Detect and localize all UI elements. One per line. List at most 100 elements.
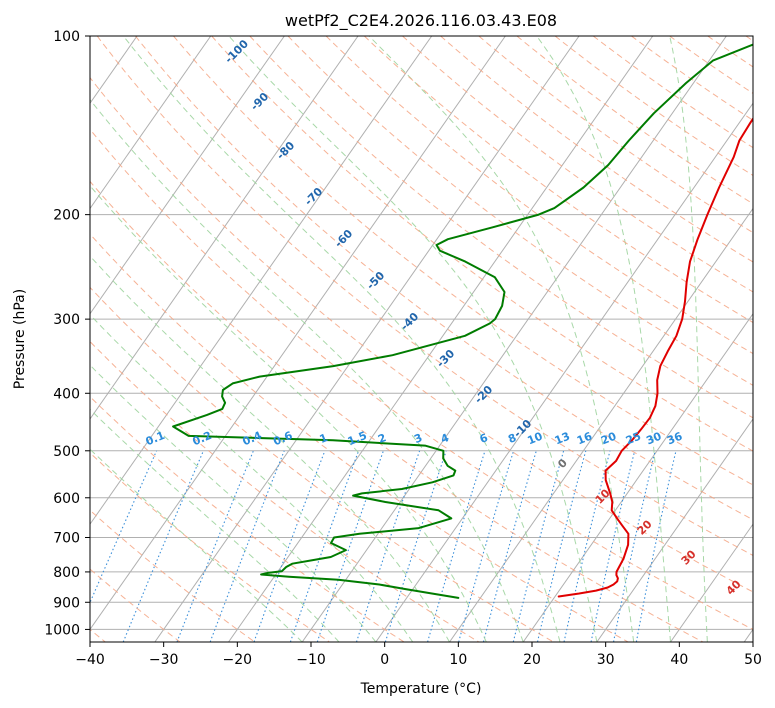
dry-adiabat-lines [90,36,753,642]
x-tick-label: 0 [380,652,389,668]
mixing-ratio-label: 10 [525,430,544,448]
plot-background [90,36,753,642]
mixing-ratio-label: 36 [665,430,684,448]
mixing-ratio-lines [90,450,677,642]
isotherm-line [90,36,433,526]
mixing-ratio-label: 25 [624,430,643,448]
dry-adiabat [90,286,554,642]
dry-adiabat [325,36,753,355]
moist-adiabat [90,364,377,642]
dry-adiabat [135,36,753,521]
dry-adiabat [211,36,753,452]
moist-adiabat [90,314,414,642]
dry-adiabat [90,509,255,642]
dry-adiabat [90,180,704,642]
mixing-ratio-line [482,450,537,642]
x-tick-label: −20 [223,652,253,668]
dry-adiabat [440,36,753,263]
moist-adiabat [90,98,524,642]
moist-adiabat [368,36,635,642]
moist-adiabat [90,255,450,642]
moist-adiabat [228,36,598,642]
x-tick-label: −40 [75,652,105,668]
plot-area [0,36,753,642]
axis-ticks: −40 −30 −20 −10 0 10 20 30 40 50 100 200 300 400 500 60… [44,29,762,668]
y-tick-label: 100 [53,29,80,45]
isotherm-line [670,523,753,642]
moist-adiabat [123,36,561,642]
mixing-ratio-label: 8 [506,431,518,446]
plot-frame [89,35,754,643]
isotherm-line [90,36,285,315]
x-axis-label: Temperature (°C) [360,681,482,697]
x-tick-label: 30 [597,652,615,668]
x-tick-label: 50 [744,652,762,668]
isotherm-line [90,36,359,420]
moist-adiabat [90,448,303,642]
x-tick-label: 10 [449,652,467,668]
mixing-ratio-line [458,450,515,642]
x-tick-label: −10 [296,652,326,668]
moist-adiabat-lines [90,36,708,642]
data-series [172,43,753,599]
y-tick-label: 200 [53,208,80,224]
mixing-ratio-line [90,450,158,604]
dry-adiabat [90,76,753,593]
mixing-ratio-line [536,450,587,642]
x-tick-label: 40 [670,652,688,668]
isotherm-line [596,418,753,642]
isotherm-line [90,36,506,631]
mixing-ratio-line [253,450,326,642]
isotherm-line [228,36,654,642]
mixing-ratio-line [512,450,565,642]
mixing-ratio-line [316,450,384,642]
mixing-ratio-label: 16 [575,430,594,448]
y-tick-label: 900 [53,595,80,611]
mixing-ratio-line [590,450,636,642]
x-tick-label: 20 [523,652,541,668]
y-tick-label: 800 [53,565,80,581]
y-tick-label: 300 [53,312,80,328]
temperature-line [557,116,753,598]
dry-adiabat [592,36,753,149]
dry-adiabat [363,36,753,324]
y-tick-label: 500 [53,444,80,460]
mixing-ratio-line [176,450,254,642]
y-axis-label: Pressure (hPa) [12,289,28,389]
dry-adiabat [554,36,753,177]
dry-adiabat [90,452,330,642]
isotherm-lines [0,36,753,642]
isotherm-line [0,36,63,642]
isotherm-line [522,312,753,642]
moist-adiabat [536,36,671,642]
isotherm-line [449,207,753,642]
dry-adiabat [478,36,753,234]
mixing-ratio-label: 13 [553,430,572,448]
y-tick-label: 400 [53,386,80,402]
isotherm-line [154,36,580,642]
axes-border [89,35,754,643]
chart-title: wetPf2_C2E4.2026.116.03.43.E08 [285,11,557,31]
mixing-ratio-line [355,450,421,642]
mixing-ratio-label: 1 [318,431,330,446]
isotherm-line [90,36,212,210]
mixing-ratio-line [122,450,204,642]
moist-adiabat [90,185,487,642]
moist-adiabat [669,36,708,642]
dry-adiabat [90,233,629,642]
mixing-ratio-line [563,450,611,642]
mixing-ratio-label: 2 [376,431,388,446]
dewpoint-line [172,43,753,599]
y-tick-label: 600 [53,491,80,507]
mixing-ratio-line [384,450,447,642]
isotherm-line [375,102,753,642]
dry-adiabat [90,128,753,631]
y-tick-label: 700 [53,531,80,547]
mixing-ratio-label: 20 [599,430,618,448]
y-tick-label: 1000 [44,622,80,638]
isotherm-line [301,36,727,642]
dry-adiabat [96,36,753,556]
mixing-ratio-line [209,450,285,642]
mixing-ratio-label: 3 [412,431,424,446]
